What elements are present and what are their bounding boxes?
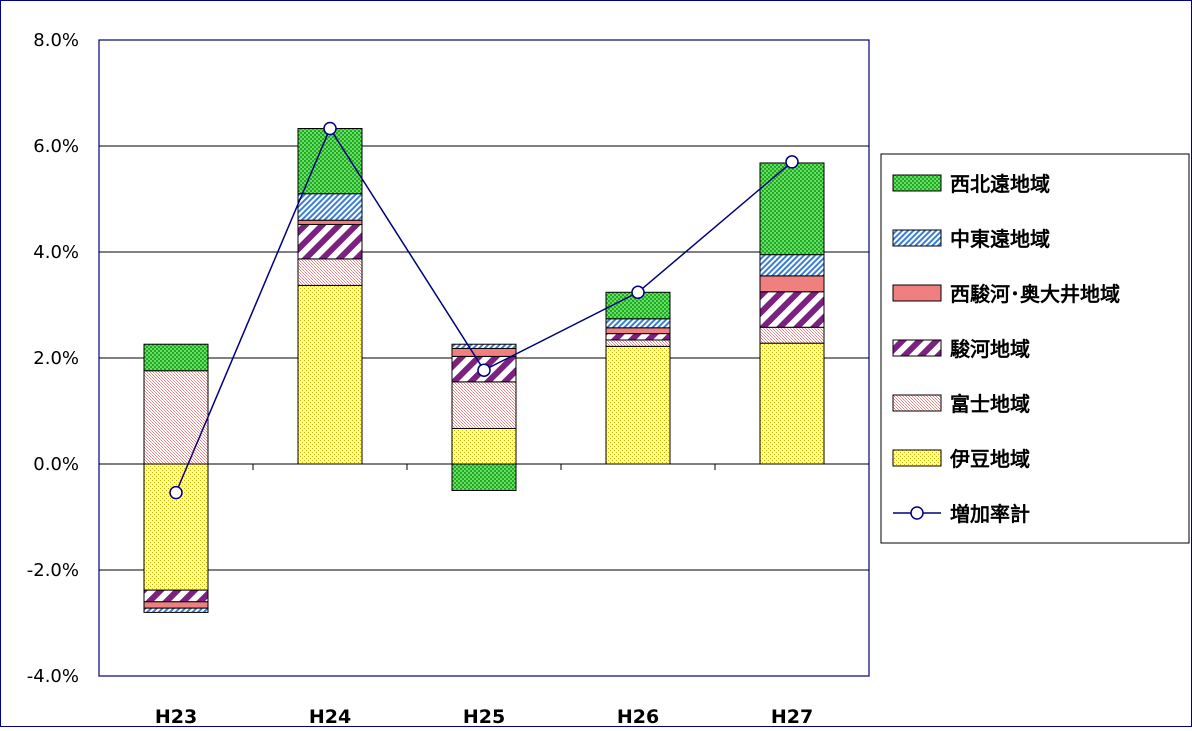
bar-segment [451,463,517,491]
legend-label: 駿河地域 [950,337,1030,361]
y-tick-label: 0.0% [33,454,79,475]
line-point [323,121,337,136]
bar-segment [297,193,363,221]
legend-swatch [892,339,942,357]
bar-segment [143,370,209,465]
bar-segment [759,291,825,328]
bar-segment [759,275,825,293]
x-tick-label: H26 [617,706,659,727]
bars [143,128,825,613]
legend-swatch [892,284,942,302]
y-tick-label: 2.0% [33,348,79,369]
bar-segment [143,343,209,372]
bar-segment [759,326,825,344]
legend-label: 西駿河･奥大井地域 [950,282,1120,306]
total-line [169,121,799,500]
y-tick-label: 6.0% [33,136,79,157]
line-point [477,363,491,377]
bar-segment [143,589,209,603]
bar-segment [605,327,671,335]
legend-line-marker [910,506,924,520]
bar-segment [759,254,825,277]
bar-segment [605,333,671,341]
bar-segment [451,347,517,357]
legend-label: 西北遠地域 [950,172,1050,196]
legend-label: 伊豆地域 [949,447,1030,471]
bar-segment [297,258,363,286]
legend-label: 増加率計 [950,502,1030,526]
bar-segment [297,128,363,195]
bar-segment [605,339,671,347]
legend-label: 富士地域 [950,392,1030,416]
y-tick-label: -2.0% [27,560,79,581]
x-tick-label: H24 [309,706,351,727]
legend-label: 中東遠地域 [950,227,1050,251]
bar-segment [143,601,209,609]
bar-segment [451,343,517,349]
bar-segment [297,219,363,225]
bar-segment [297,284,363,465]
legend-swatch [892,394,942,412]
y-tick-label: -4.0% [27,666,79,687]
bar-segment [759,162,825,256]
line-point [631,285,645,300]
x-tick-label: H23 [155,706,197,727]
line-point [169,485,183,500]
line-point [785,155,799,169]
y-tick-label: 8.0% [33,30,79,51]
x-tick-label: H27 [771,706,813,727]
x-axis-ticks: H23 H24 H25 H26 H27 [155,464,813,728]
bar-segment [451,427,517,465]
y-axis-ticks: 8.0% 6.0% 4.0% 2.0% 0.0% -2.0% -4.0% [27,30,79,687]
x-tick-label: H25 [463,706,505,727]
legend-swatch [892,449,942,467]
bar-segment [605,345,671,465]
legend-swatch [892,174,942,192]
bar-segment [143,463,209,591]
legend-swatch [892,229,942,247]
bar-segment [143,607,209,613]
bar-segment [759,342,825,465]
bar-segment [605,318,671,329]
bar-segment [297,223,363,260]
y-tick-label: 4.0% [33,242,79,263]
bar-segment [451,381,517,429]
